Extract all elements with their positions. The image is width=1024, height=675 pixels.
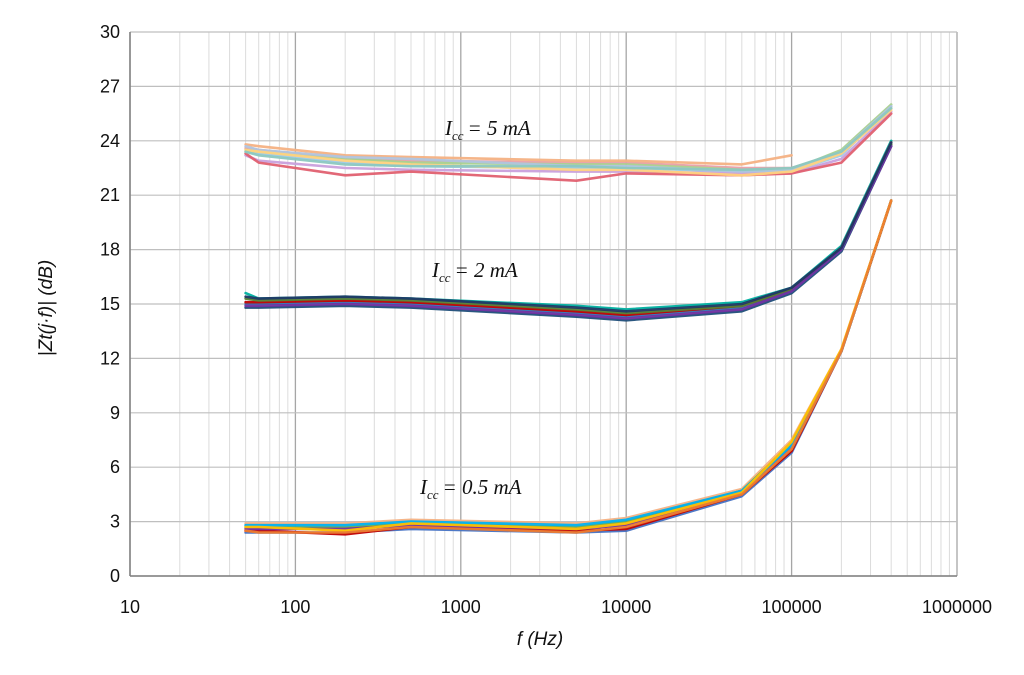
annotation-0-5ma: Icc = 0.5 mA [419, 475, 522, 502]
series-line [244, 141, 893, 313]
y-axis-title: |Zt(j·f)| (dB) [36, 260, 57, 356]
series-line [244, 144, 893, 322]
series-line [244, 199, 893, 534]
series-line [244, 110, 893, 175]
series-line [244, 144, 893, 320]
x-tick-label: 100 [280, 597, 310, 617]
y-tick-label: 9 [110, 403, 120, 423]
x-tick-label: 1000 [441, 597, 481, 617]
y-tick-label: 6 [110, 457, 120, 477]
series-line [244, 106, 893, 172]
y-tick-label: 24 [100, 131, 120, 151]
y-tick-label: 0 [110, 566, 120, 586]
series-line [244, 112, 893, 182]
series-line [244, 199, 893, 532]
series-line [244, 108, 893, 177]
axes [129, 32, 957, 577]
x-tick-label: 10000 [601, 597, 651, 617]
y-tick-label: 30 [100, 22, 120, 42]
x-tick-label: 1000000 [922, 597, 992, 617]
annotation-5ma: Icc = 5 mA [444, 116, 531, 143]
annotation-2ma: Icc = 2 mA [431, 258, 518, 285]
y-tick-label: 3 [110, 512, 120, 532]
y-tick-label: 21 [100, 185, 120, 205]
y-tick-label: 27 [100, 76, 120, 96]
y-tick-label: 18 [100, 240, 120, 260]
x-axis-title: f (Hz) [517, 629, 563, 650]
x-tick-label: 100000 [762, 597, 822, 617]
series-lines [244, 103, 893, 536]
x-tick-label: 10 [120, 597, 140, 617]
tick-labels: 10 100 1000 10000 100000 1000000 0 3 6 9 12 15 18 21 2… [100, 22, 992, 617]
series-line [244, 143, 793, 166]
y-tick-label: 12 [100, 348, 120, 368]
y-tick-label: 15 [100, 294, 120, 314]
